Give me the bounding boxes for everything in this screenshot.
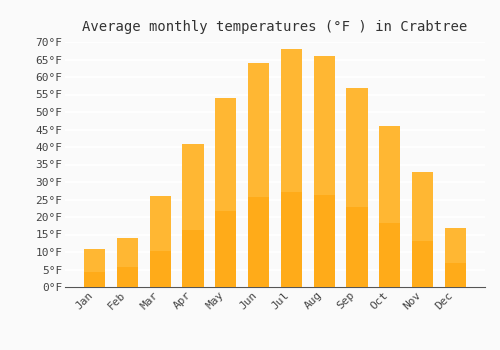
Bar xyxy=(84,272,106,287)
Bar xyxy=(150,196,171,287)
Bar xyxy=(379,223,400,287)
Bar xyxy=(215,211,236,287)
Title: Average monthly temperatures (°F ) in Crabtree: Average monthly temperatures (°F ) in Cr… xyxy=(82,20,468,34)
Bar xyxy=(248,63,270,287)
Bar xyxy=(412,172,433,287)
Bar xyxy=(346,88,368,287)
Bar xyxy=(314,195,335,287)
Bar xyxy=(346,207,368,287)
Bar xyxy=(280,49,302,287)
Bar xyxy=(444,263,466,287)
Bar xyxy=(314,56,335,287)
Bar xyxy=(280,192,302,287)
Bar xyxy=(215,98,236,287)
Bar xyxy=(117,267,138,287)
Bar xyxy=(379,126,400,287)
Bar xyxy=(444,228,466,287)
Bar xyxy=(412,241,433,287)
Bar xyxy=(182,230,204,287)
Bar xyxy=(150,251,171,287)
Bar xyxy=(84,248,106,287)
Bar xyxy=(248,197,270,287)
Bar xyxy=(182,144,204,287)
Bar xyxy=(117,238,138,287)
